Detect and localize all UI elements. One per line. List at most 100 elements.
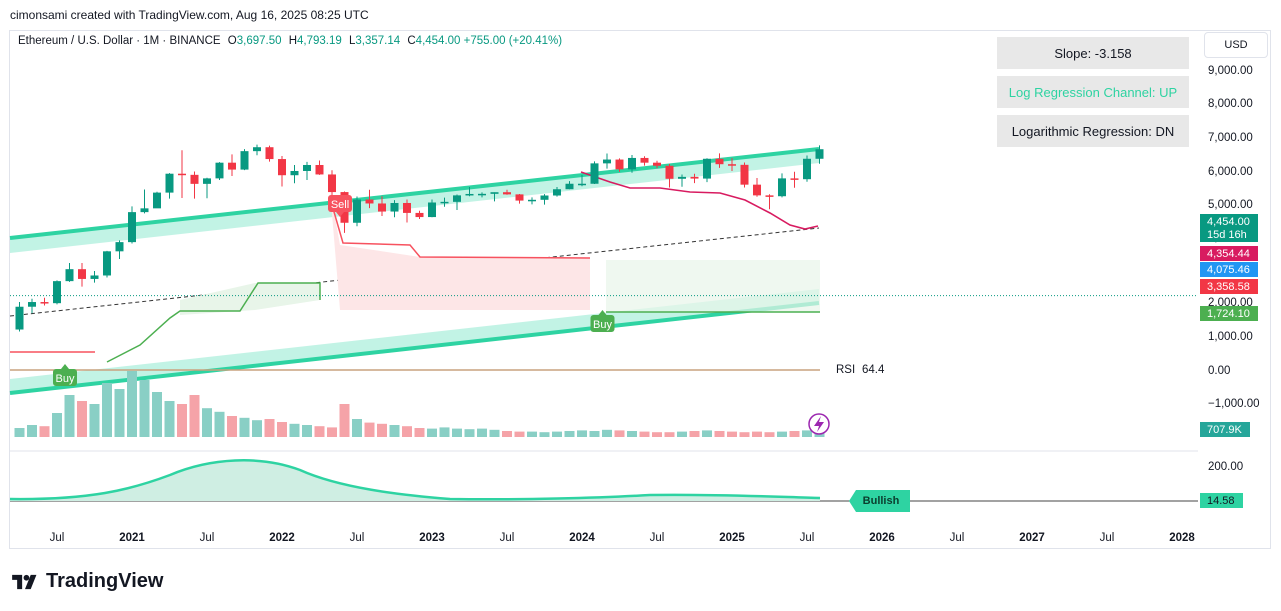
- lower-pane-tick: 200.00: [1208, 461, 1243, 473]
- candle-body: [28, 302, 36, 307]
- volume-bar: [464, 429, 475, 437]
- oscillator-value-bg: [1200, 493, 1243, 508]
- signal-arrow: [598, 310, 607, 315]
- volume-bar: [214, 411, 225, 437]
- slope-box: Slope: -3.158: [997, 37, 1189, 69]
- channel-upper-line: [9, 147, 820, 240]
- legend-open: 3,697.50: [236, 35, 282, 47]
- candle-body: [53, 281, 61, 304]
- signal-badge: [53, 369, 77, 386]
- chart-frame: [9, 30, 1271, 549]
- price-label-bg: [1200, 262, 1258, 277]
- volume-bar: [764, 432, 775, 437]
- candle-body: [578, 183, 586, 186]
- signal-label: Buy: [593, 319, 612, 331]
- candle-body: [253, 147, 261, 152]
- tradingview-logo-icon: [12, 574, 37, 589]
- candle-body: [440, 201, 449, 204]
- candle-body: [778, 178, 786, 197]
- volume-bar: [552, 431, 562, 437]
- volume-bar: [89, 404, 100, 437]
- candle-body: [740, 164, 749, 185]
- candle-body: [65, 269, 74, 282]
- price-label-bg: [1200, 214, 1258, 242]
- volume-bar: [514, 431, 525, 437]
- candle-body: [228, 162, 236, 170]
- volume-bar: [402, 426, 412, 437]
- volume-bar: [239, 417, 250, 437]
- candle-body: [565, 183, 574, 190]
- price-label-text: 3,358.58: [1207, 281, 1250, 293]
- supertrend-down-fill: [330, 190, 590, 310]
- volume-bar: [502, 431, 512, 437]
- volume-bar: [627, 431, 637, 437]
- x-tick-label: 2026: [869, 532, 895, 544]
- candle-body: [615, 159, 624, 170]
- legend-low-label: L: [348, 35, 356, 47]
- candle-body: [415, 212, 424, 218]
- volume-bar: [427, 428, 437, 437]
- price-label: 4,354.44: [1200, 246, 1258, 261]
- volume-bar: [414, 428, 425, 437]
- x-tick-label: 2028: [1169, 532, 1195, 544]
- x-axis: Jul 2021 Jul 2022 Jul 2023 Jul 2024 Jul 2025 Jul 20…: [50, 532, 1196, 544]
- volume-bar: [227, 416, 237, 437]
- candle-body: [428, 202, 436, 218]
- buy-signal: Buy: [590, 310, 615, 332]
- price-label-text: 4,075.46: [1207, 264, 1250, 276]
- volume-bar: [289, 423, 300, 437]
- legend-low: 3,357.14: [355, 35, 401, 47]
- currency-button[interactable]: USD: [1204, 32, 1268, 58]
- price-label-text: 4,454.00: [1207, 216, 1250, 228]
- y-tick-label: 6,000.00: [1208, 166, 1253, 178]
- candle-body: [678, 176, 686, 179]
- candle-body: [128, 212, 136, 243]
- lower-pane: Bullish 200.00: [9, 450, 1243, 512]
- volume-bar: [602, 429, 612, 437]
- volume-bar: [639, 431, 650, 437]
- candle-body: [653, 162, 661, 166]
- volume-bar: [452, 428, 462, 437]
- candle-body: [178, 173, 186, 176]
- volume-bar: [589, 431, 600, 437]
- volume-bar: [52, 413, 62, 437]
- volume-bar: [327, 427, 337, 437]
- lightning-icon-bolt: [814, 416, 824, 432]
- x-tick-label: Jul: [650, 532, 665, 544]
- oscillator-line: [9, 459, 821, 501]
- tradingview-logo[interactable]: TradingView: [10, 570, 163, 593]
- volume-bar: [152, 392, 162, 437]
- volume-bar: [527, 431, 537, 437]
- x-tick-label: Jul: [350, 532, 365, 544]
- x-tick-label: 2023: [419, 532, 445, 544]
- volume-bar: [39, 426, 50, 437]
- candle-body: [240, 151, 249, 170]
- legend-symbol: Ethereum / U.S. Dollar · 1M · BINANCE: [18, 35, 221, 47]
- volume-bar: [77, 401, 87, 437]
- y-tick-label: 5,000.00: [1208, 199, 1253, 211]
- candle-body: [140, 208, 149, 213]
- signal-arrow: [61, 364, 69, 369]
- signal-label: Buy: [56, 373, 75, 385]
- brand-name: TradingView: [46, 570, 164, 592]
- volume-bar: [302, 425, 312, 437]
- y-tick-label: 0.00: [1208, 365, 1230, 377]
- volume-bar: [314, 426, 325, 437]
- volume-bar: [727, 431, 737, 437]
- x-tick-label: Jul: [800, 532, 815, 544]
- chart-credit: cimonsami created with TradingView.com, …: [10, 8, 369, 22]
- rsi-readout: RSI 64.4: [836, 364, 885, 376]
- candle-body: [315, 164, 324, 175]
- volume-bar: [264, 419, 275, 437]
- candle-body: [553, 189, 561, 196]
- legend-high: 4,793.19: [297, 35, 342, 47]
- signal-label: Sell: [331, 199, 349, 211]
- volume-bar: [102, 383, 112, 437]
- volume-bar: [564, 431, 575, 437]
- candle-body: [528, 199, 536, 202]
- x-tick-label: 2025: [719, 532, 745, 544]
- volume-bar: [364, 422, 375, 437]
- candle-body: [803, 158, 811, 180]
- lightning-icon: [808, 413, 830, 435]
